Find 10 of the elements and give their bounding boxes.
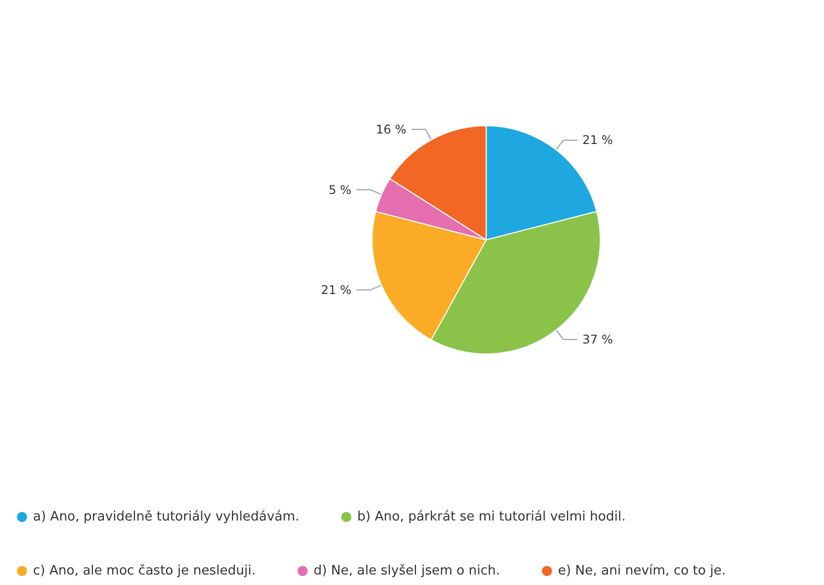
data-label: 5 %	[328, 182, 352, 197]
data-label: 37 %	[582, 332, 613, 346]
legend-label: e) Ne, ani nevím, co to je.	[558, 564, 726, 578]
legend-label: d) Ne, ale slyšel jsem o nich.	[314, 564, 500, 578]
data-label: 16 %	[376, 122, 406, 136]
data-label: 21 %	[320, 282, 352, 297]
legend-label: a) Ano, pravidelně tutoriály vyhledávám.	[33, 510, 300, 524]
legend-label: b) Ano, párkrát se mi tutoriál velmi hodil.	[357, 510, 626, 524]
legend-label: c) Ano, ale moc často je nesleduji.	[33, 564, 256, 578]
data-label: 21 %	[582, 133, 613, 148]
